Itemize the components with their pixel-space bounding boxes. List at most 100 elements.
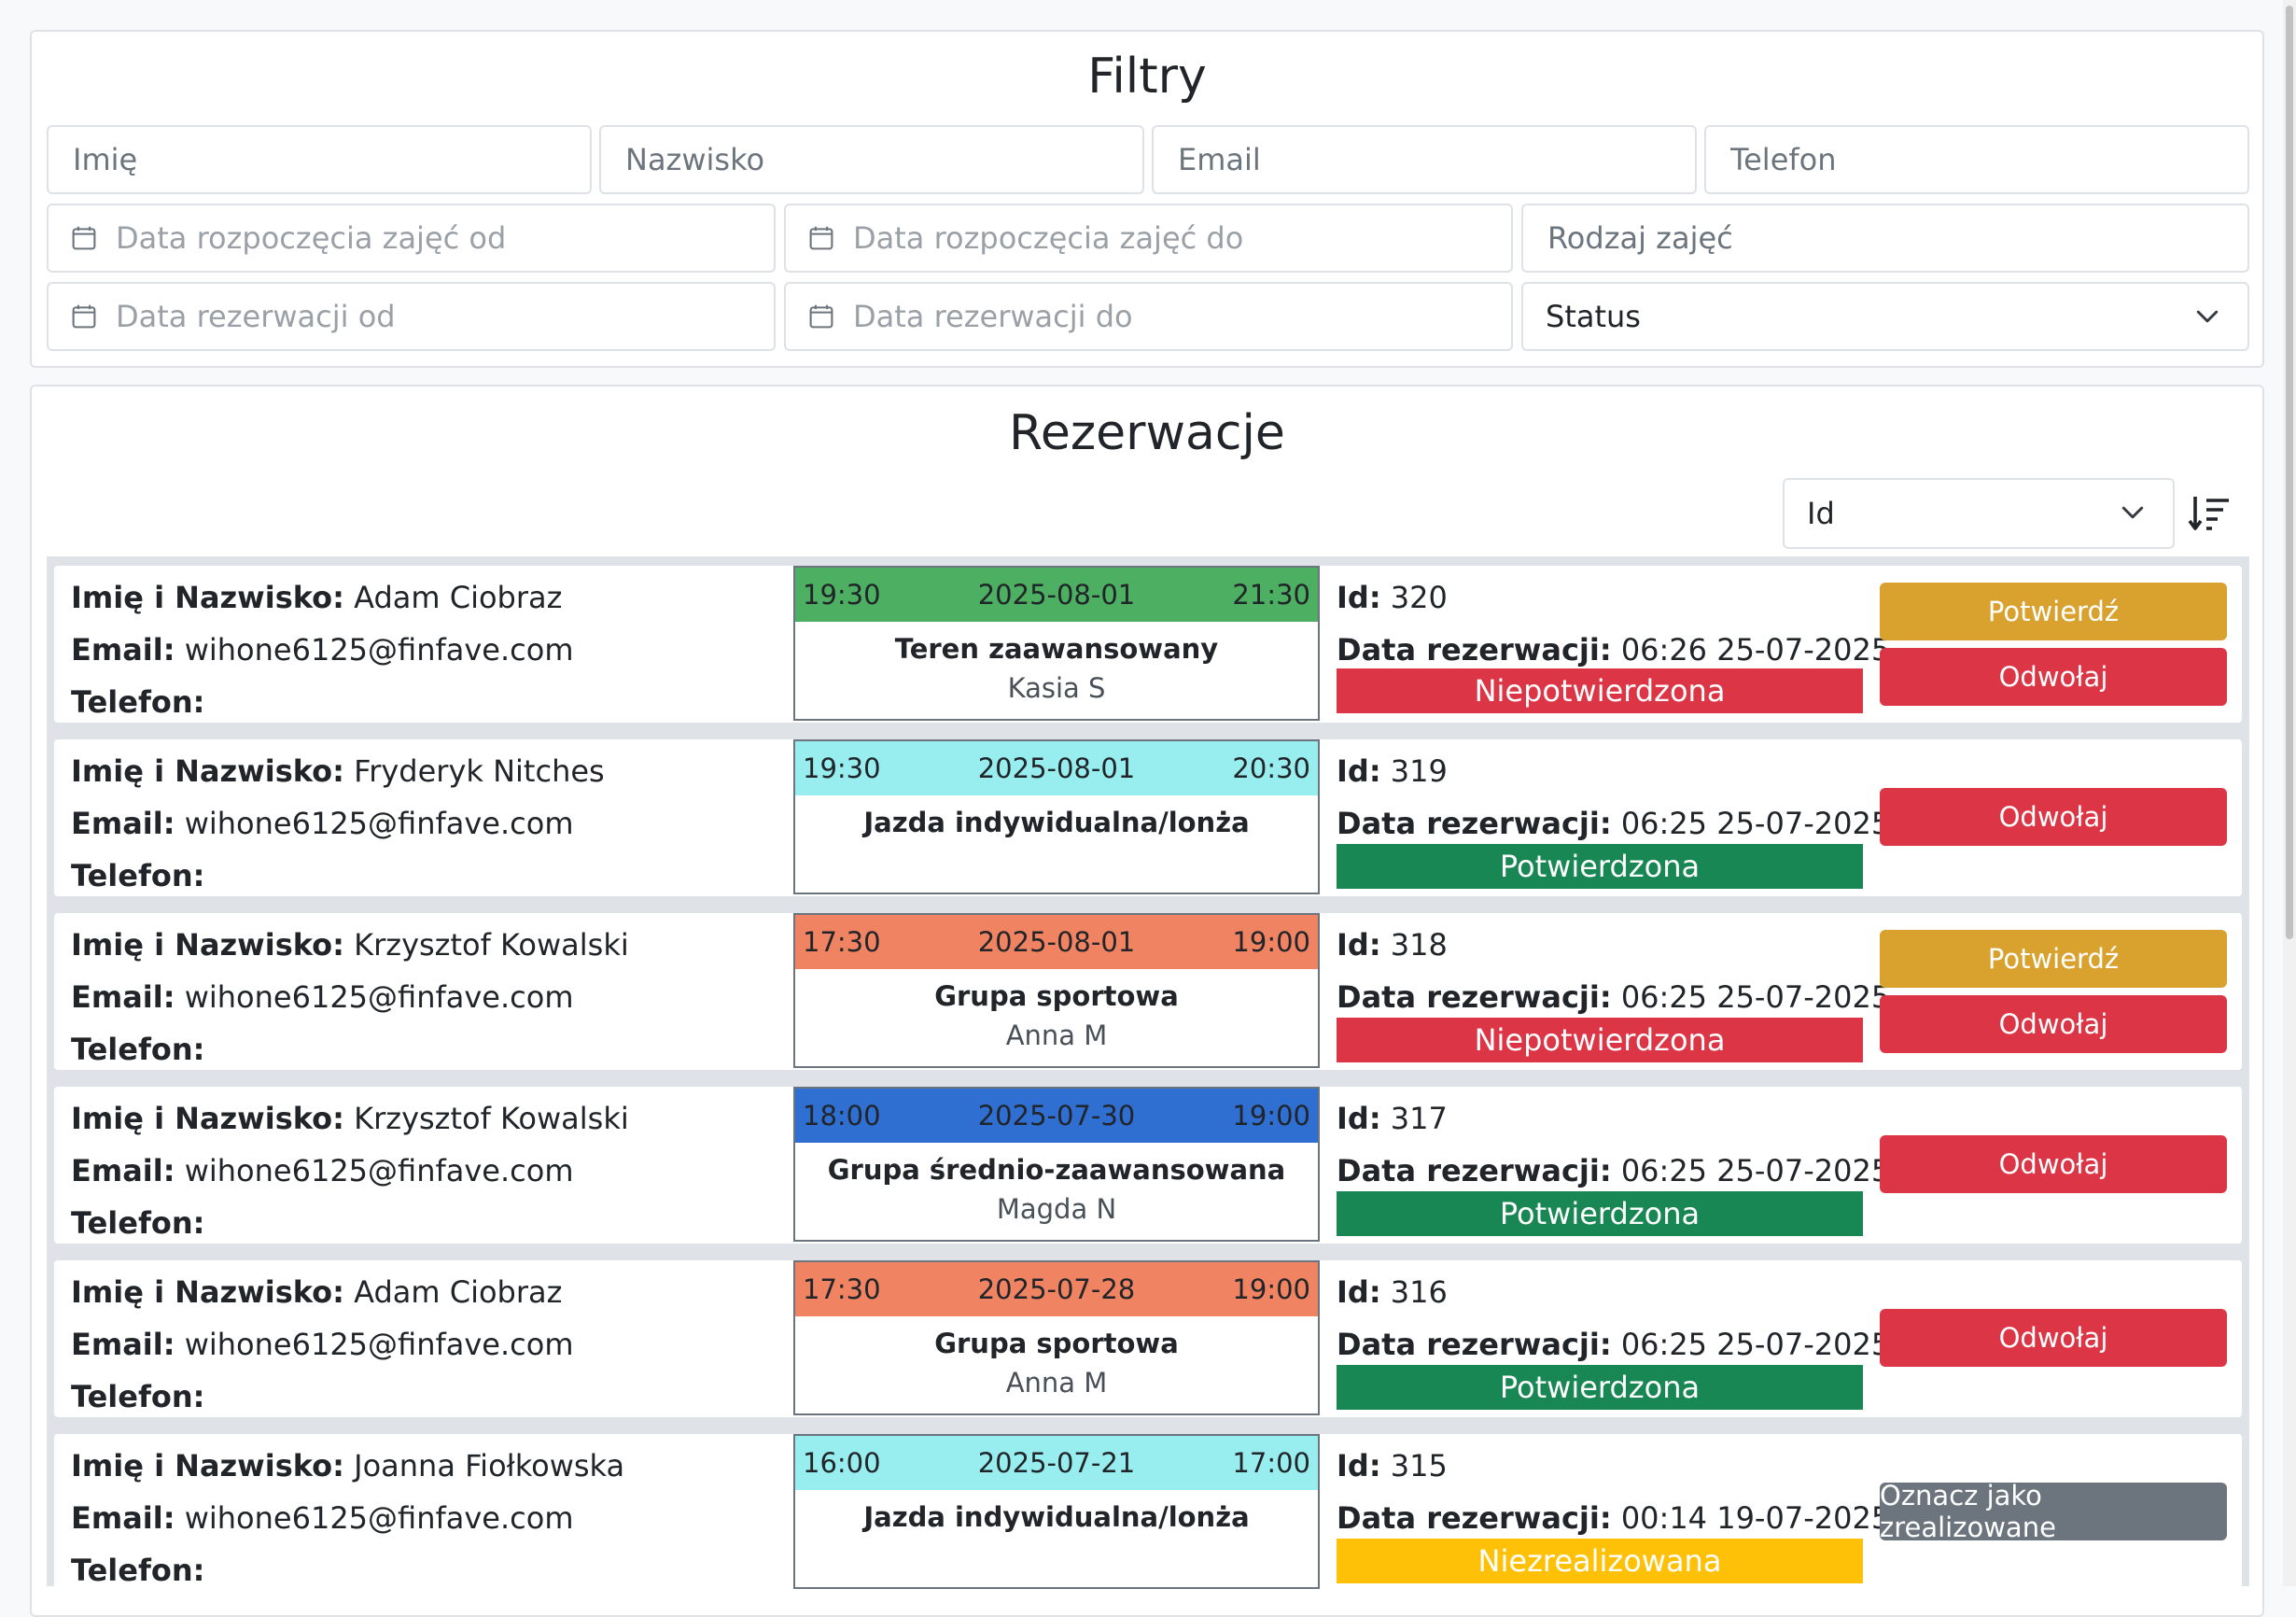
cancel-button[interactable]: Odwołaj: [1880, 648, 2227, 706]
sort-select[interactable]: Id: [1783, 478, 2175, 549]
lesson-date: 2025-07-21: [977, 1447, 1136, 1479]
first-name-input[interactable]: [71, 141, 590, 178]
status-badge: Potwierdzona: [1337, 844, 1863, 889]
reservation-row: Imię i Nazwisko: Joanna Fiołkowska Email:…: [54, 1434, 2242, 1591]
phone-field[interactable]: [1704, 125, 2249, 194]
reservation-id: 316: [1390, 1274, 1448, 1310]
lesson-name: Grupa średnio-zaawansowana: [827, 1154, 1286, 1186]
last-name-input[interactable]: [623, 141, 1142, 178]
phone-label: Telefon:: [71, 1205, 205, 1241]
first-name-field[interactable]: [47, 125, 592, 194]
last-name-field[interactable]: [599, 125, 1144, 194]
lesson-date: 2025-08-01: [977, 926, 1136, 958]
lesson-type-field[interactable]: [1521, 204, 2249, 273]
lesson-card: 19:30 2025-08-01 20:30 Jazda indywidualna/l…: [793, 739, 1320, 894]
reservation-date-label: Data rezerwacji:: [1337, 1327, 1612, 1362]
lesson-start-to-input[interactable]: [851, 219, 1511, 257]
lesson-start-from-input[interactable]: [114, 219, 774, 257]
person-name: Krzysztof Kowalski: [354, 1101, 629, 1136]
reservation-date: 06:25 25-07-2025: [1620, 1153, 1891, 1188]
confirm-button[interactable]: Potwierdź: [1880, 930, 2227, 988]
reservation-info: Id: 315 Data rezerwacji: 00:14 19-07-2025: [1337, 1440, 1890, 1544]
status-select[interactable]: Status: [1521, 282, 2249, 351]
lesson-start-time: 16:00: [803, 1447, 881, 1479]
mark-completed-button[interactable]: Oznacz jako zrealizowane: [1880, 1480, 2227, 1543]
reservation-date-label: Data rezerwacji:: [1337, 1153, 1612, 1188]
lesson-name: Jazda indywidualna/lonża: [863, 1501, 1250, 1533]
reservation-info: Id: 318 Data rezerwacji: 06:25 25-07-2025: [1337, 919, 1890, 1023]
phone-input[interactable]: [1729, 141, 2247, 178]
name-label: Imię i Nazwisko:: [71, 1448, 344, 1483]
phone-label: Telefon:: [71, 1032, 205, 1067]
cancel-button[interactable]: Odwołaj: [1880, 1309, 2227, 1367]
email-label: Email:: [71, 1153, 175, 1188]
confirm-button[interactable]: Potwierdź: [1880, 583, 2227, 640]
email-label: Email:: [71, 979, 175, 1015]
email-field[interactable]: [1152, 125, 1697, 194]
reservation-to-input[interactable]: [851, 298, 1511, 335]
lesson-start-time: 17:30: [803, 1273, 881, 1305]
email-input[interactable]: [1176, 141, 1695, 178]
person-info: Imię i Nazwisko: Adam Ciobraz Email: wiho…: [71, 1266, 573, 1423]
phone-label: Telefon:: [71, 684, 205, 720]
chevron-down-icon: [2196, 310, 2219, 323]
lesson-time-bar: 17:30 2025-07-28 19:00: [795, 1262, 1318, 1316]
reservation-date: 06:25 25-07-2025: [1620, 806, 1891, 841]
email-label: Email:: [71, 632, 175, 668]
lesson-start-time: 18:00: [803, 1100, 881, 1132]
lesson-start-time: 17:30: [803, 926, 881, 958]
reservation-info: Id: 320 Data rezerwacji: 06:26 25-07-2025: [1337, 571, 1890, 676]
reservation-date: 00:14 19-07-2025: [1620, 1500, 1891, 1536]
lesson-end-time: 19:00: [1232, 1100, 1310, 1132]
reservation-info: Id: 316 Data rezerwacji: 06:25 25-07-2025: [1337, 1266, 1890, 1371]
reservation-row: Imię i Nazwisko: Krzysztof Kowalski Email…: [54, 913, 2242, 1070]
cancel-button[interactable]: Odwołaj: [1880, 788, 2227, 846]
reservation-date: 06:26 25-07-2025: [1620, 632, 1891, 668]
reservation-date: 06:25 25-07-2025: [1620, 1327, 1891, 1362]
sort-select-value: Id: [1807, 496, 1835, 531]
sort-descending-icon[interactable]: [2188, 493, 2233, 534]
cancel-button[interactable]: Odwołaj: [1880, 995, 2227, 1053]
reservation-row: Imię i Nazwisko: Adam Ciobraz Email: wiho…: [54, 566, 2242, 723]
status-badge: Potwierdzona: [1337, 1191, 1863, 1236]
reservation-info: Id: 317 Data rezerwacji: 06:25 25-07-2025: [1337, 1092, 1890, 1197]
lesson-start-time: 19:30: [803, 579, 881, 611]
lesson-card: 16:00 2025-07-21 17:00 Jazda indywidualna/l…: [793, 1434, 1320, 1589]
lesson-trainer: Magda N: [996, 1193, 1117, 1225]
calendar-icon: [809, 304, 833, 329]
lesson-card: 19:30 2025-08-01 21:30 Teren zaawansowany Ka…: [793, 566, 1320, 721]
id-label: Id:: [1337, 580, 1381, 615]
person-info: Imię i Nazwisko: Krzysztof Kowalski Email…: [71, 1092, 629, 1249]
person-name: Krzysztof Kowalski: [354, 927, 629, 963]
reservation-id: 317: [1390, 1101, 1448, 1136]
email-label: Email:: [71, 1327, 175, 1362]
reservation-date-label: Data rezerwacji:: [1337, 1500, 1612, 1536]
lesson-start-to-field[interactable]: [784, 204, 1513, 273]
id-label: Id:: [1337, 1448, 1381, 1483]
cancel-button[interactable]: Odwołaj: [1880, 1135, 2227, 1193]
name-label: Imię i Nazwisko:: [71, 1274, 344, 1310]
lesson-name: Teren zaawansowany: [894, 633, 1219, 665]
lesson-card: 17:30 2025-07-28 19:00 Grupa sportowa Anna M: [793, 1260, 1320, 1415]
lesson-type-input[interactable]: [1546, 219, 2247, 257]
lesson-trainer: Kasia S: [1007, 672, 1106, 704]
name-label: Imię i Nazwisko:: [71, 1101, 344, 1136]
status-badge: Niepotwierdzona: [1337, 1018, 1863, 1062]
person-email: wihone6125@finfave.com: [184, 806, 574, 841]
person-name: Fryderyk Nitches: [354, 753, 605, 789]
person-info: Imię i Nazwisko: Joanna Fiołkowska Email:…: [71, 1440, 624, 1596]
reservation-to-field[interactable]: [784, 282, 1513, 351]
lesson-start-from-field[interactable]: [47, 204, 776, 273]
lesson-name: Grupa sportowa: [934, 980, 1179, 1012]
reservation-from-field[interactable]: [47, 282, 776, 351]
reservation-from-input[interactable]: [114, 298, 774, 335]
chevron-down-icon: [2121, 506, 2144, 519]
person-name: Adam Ciobraz: [354, 1274, 563, 1310]
name-label: Imię i Nazwisko:: [71, 927, 344, 963]
scrollbar[interactable]: [2283, 0, 2296, 1586]
lesson-name: Grupa sportowa: [934, 1328, 1179, 1359]
scrollbar-thumb[interactable]: [2286, 6, 2293, 939]
lesson-time-bar: 19:30 2025-08-01 20:30: [795, 741, 1318, 795]
reservation-row: Imię i Nazwisko: Fryderyk Nitches Email: …: [54, 739, 2242, 896]
name-label: Imię i Nazwisko:: [71, 753, 344, 789]
